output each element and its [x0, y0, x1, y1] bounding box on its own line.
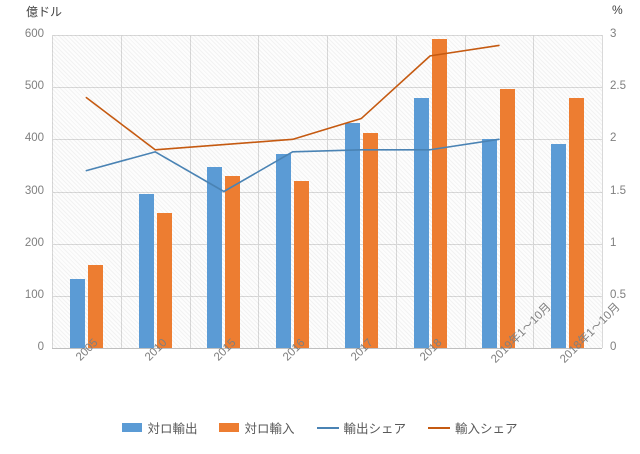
- legend-item[interactable]: 対ロ輸入: [219, 418, 295, 437]
- bar-import: [431, 39, 447, 348]
- gridline-vertical: [533, 35, 535, 348]
- legend-label: 輸入シェア: [455, 422, 518, 436]
- legend-label: 対ロ輸出: [147, 422, 198, 436]
- bar-export: [344, 123, 360, 348]
- right-axis-tick-label: 1.5: [610, 184, 626, 197]
- legend-line-swatch: [316, 426, 339, 429]
- left-axis-tick-label: 300: [24, 184, 44, 197]
- right-axis-tick-label: 0.5: [610, 288, 626, 301]
- plot-area: [52, 35, 603, 349]
- bar-export: [69, 278, 85, 348]
- bars-layer: [52, 35, 602, 348]
- bar-import: [569, 98, 585, 348]
- bar-export: [482, 139, 498, 348]
- x-axis-line: [52, 348, 602, 349]
- bar-import: [87, 264, 103, 348]
- left-axis-tick-label: 600: [24, 28, 44, 40]
- bar-export: [551, 143, 567, 348]
- legend-item[interactable]: 輸出シェア: [316, 418, 407, 437]
- right-axis-tick-label: 2: [610, 132, 617, 145]
- bar-export: [413, 97, 429, 348]
- legend-label: 対ロ輸入: [244, 422, 295, 436]
- bar-import: [156, 213, 172, 348]
- legend-bar-swatch: [219, 423, 240, 432]
- left-axis-tick-label: 200: [24, 236, 44, 249]
- legend-line-swatch: [428, 426, 451, 429]
- left-axis-tick-label: 100: [24, 288, 44, 301]
- left-axis-tick-label: 400: [24, 132, 44, 145]
- right-axis-tick-label: 2.5: [610, 80, 626, 93]
- gridline-vertical: [52, 35, 53, 348]
- bar-import: [294, 180, 310, 348]
- right-axis-tick-label: 1: [610, 236, 617, 249]
- bar-export: [138, 194, 154, 348]
- gridline-vertical: [602, 35, 603, 348]
- left-axis-tick-label: 0: [37, 341, 44, 353]
- legend-item[interactable]: 輸入シェア: [428, 418, 518, 437]
- left-axis-tick-label: 500: [24, 80, 44, 93]
- bar-export: [207, 166, 223, 348]
- bar-export: [276, 153, 292, 348]
- legend-bar-swatch: [122, 423, 143, 432]
- bar-import: [500, 88, 516, 348]
- legend-label: 輸出シェア: [343, 422, 407, 436]
- legend-item[interactable]: 対ロ輸出: [122, 418, 197, 437]
- right-axis-tick-label: 0: [610, 341, 617, 353]
- right-axis-tick-label: 3: [610, 28, 617, 40]
- bar-import: [362, 133, 378, 348]
- left-axis-unit-label: 億ドル: [26, 5, 63, 19]
- chart-legend: 対ロ輸出 対ロ輸入 輸出シェア 輸入シェア: [0, 418, 640, 437]
- right-axis-unit-label: %: [612, 3, 623, 17]
- bar-import: [225, 175, 241, 348]
